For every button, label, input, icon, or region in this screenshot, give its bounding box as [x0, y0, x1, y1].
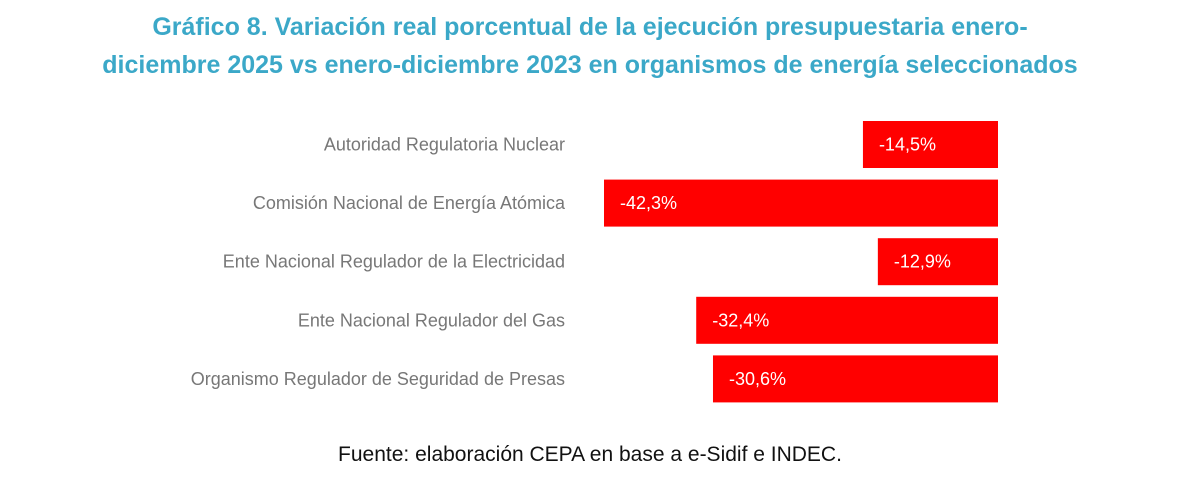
source-note: Fuente: elaboración CEPA en base a e-Sid… — [338, 443, 842, 466]
chart-title-line-2: diciembre 2025 vs enero-diciembre 2023 e… — [102, 51, 1078, 79]
category-label-1: Comisión Nacional de Energía Atómica — [253, 193, 566, 213]
data-label-1: -42,3% — [620, 193, 677, 213]
data-label-0: -14,5% — [879, 135, 936, 155]
data-label-4: -30,6% — [729, 369, 786, 389]
chart-title: Gráfico 8. Variación real porcentual de … — [0, 8, 1180, 84]
bar-1 — [604, 179, 998, 227]
data-label-3: -32,4% — [712, 310, 769, 330]
category-label-3: Ente Nacional Regulador del Gas — [298, 310, 565, 330]
category-label-2: Ente Nacional Regulador de la Electricid… — [223, 252, 565, 272]
bar-3 — [696, 296, 998, 344]
bar-2 — [877, 238, 998, 286]
chart-title-line-1: Gráfico 8. Variación real porcentual de … — [152, 13, 1028, 41]
category-label-4: Organismo Regulador de Seguridad de Pres… — [191, 369, 565, 389]
data-label-2: -12,9% — [894, 252, 951, 272]
category-label-0: Autoridad Regulatoria Nuclear — [324, 135, 565, 155]
bar-0 — [862, 121, 998, 168]
bar-4 — [712, 355, 998, 403]
